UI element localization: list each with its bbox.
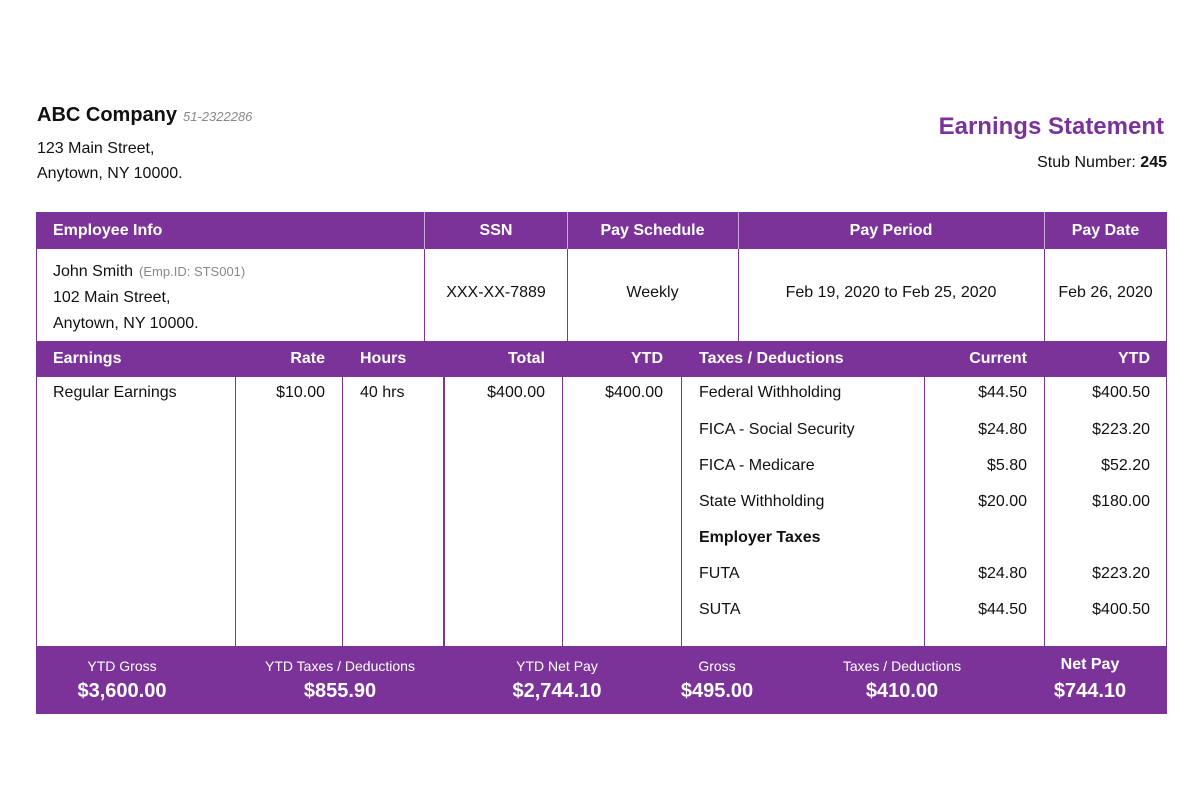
employer-taxes-heading: Employer Taxes (699, 529, 821, 546)
company-name: ABC Company 51-2322286 (37, 104, 252, 127)
earnings-total: $400.00 (487, 384, 545, 401)
stub-label: Stub Number: (1037, 154, 1136, 171)
summary-label: Taxes / Deductions (842, 658, 962, 674)
employee-name: John Smith (53, 263, 134, 280)
summary-label: YTD Taxes / Deductions (265, 658, 415, 674)
tax-label: SUTA (699, 601, 741, 618)
header-taxes-ytd: YTD (1118, 350, 1150, 367)
tax-ytd: $400.50 (1092, 384, 1150, 401)
summary-value: $2,744.10 (512, 680, 602, 702)
tax-label: State Withholding (699, 493, 825, 510)
earnings-ytd: $400.00 (605, 384, 663, 401)
employee-pay-schedule: Weekly (626, 284, 679, 301)
summary-value: $855.90 (303, 680, 377, 702)
header-pay-schedule: Pay Schedule (600, 222, 705, 239)
earnings-header-bar (36, 341, 1167, 377)
employee-details: John Smith (Emp.ID: STS001) 102 Main Stre… (53, 259, 245, 337)
tax-current: $44.50 (978, 601, 1027, 618)
header-rate: Rate (290, 350, 325, 367)
tax-label: FICA - Medicare (699, 457, 815, 474)
divider (1044, 341, 1045, 646)
company-address: 123 Main Street, Anytown, NY 10000. (37, 136, 183, 186)
header-pay-date: Pay Date (1071, 222, 1140, 239)
tax-label: FICA - Social Security (699, 421, 855, 438)
divider (424, 212, 425, 249)
tax-current: $24.80 (978, 565, 1027, 582)
summary-label: YTD Gross (87, 658, 157, 674)
divider (924, 341, 925, 646)
summary-bar (36, 646, 1167, 714)
header-taxes-deductions: Taxes / Deductions (699, 350, 844, 367)
tax-ytd: $180.00 (1092, 493, 1150, 510)
header-employee-info: Employee Info (53, 222, 163, 239)
tax-current: $5.80 (986, 457, 1027, 474)
divider (681, 341, 682, 646)
statement-title: Earnings Statement (938, 113, 1164, 140)
summary-value: $3,600.00 (77, 680, 167, 702)
company-name-text: ABC Company (37, 104, 178, 126)
divider (738, 249, 739, 341)
tax-current: $20.00 (978, 493, 1027, 510)
tax-ytd: $400.50 (1092, 601, 1150, 618)
header-pay-period: Pay Period (849, 222, 933, 239)
tax-label: FUTA (699, 565, 740, 582)
divider (1044, 249, 1045, 341)
employee-pay-date: Feb 26, 2020 (1058, 284, 1153, 301)
earnings-rate: $10.00 (276, 384, 325, 401)
employee-ssn: XXX-XX-7889 (446, 284, 546, 301)
employee-address-line2: Anytown, NY 10000. (53, 315, 199, 332)
stub-number: Stub Number: 245 (1037, 154, 1167, 172)
divider (562, 341, 563, 646)
summary-value: $410.00 (865, 680, 939, 702)
summary-value: $495.00 (680, 680, 754, 702)
info-header-bar (36, 212, 1167, 249)
earnings-hours: 40 hrs (360, 384, 405, 401)
divider (1044, 212, 1045, 249)
header-earnings: Earnings (53, 350, 122, 367)
employee-address-line1: 102 Main Street, (53, 289, 171, 306)
header-ssn: SSN (479, 222, 513, 239)
tax-ytd: $52.20 (1101, 457, 1150, 474)
company-address-line2: Anytown, NY 10000. (37, 165, 183, 182)
tax-current: $44.50 (978, 384, 1027, 401)
header-earnings-ytd: YTD (631, 350, 663, 367)
divider (342, 341, 343, 646)
earnings-label: Regular Earnings (53, 384, 177, 401)
divider (443, 341, 445, 646)
employee-pay-period: Feb 19, 2020 to Feb 25, 2020 (785, 284, 997, 301)
header-hours: Hours (360, 350, 407, 367)
header-current: Current (969, 350, 1027, 367)
summary-label: YTD Net Pay (516, 658, 598, 674)
header-total: Total (507, 350, 545, 367)
tax-ytd: $223.20 (1092, 565, 1150, 582)
tax-ytd: $223.20 (1092, 421, 1150, 438)
company-address-line1: 123 Main Street, (37, 140, 155, 157)
tax-label: Federal Withholding (699, 384, 842, 401)
summary-label-net-pay: Net Pay (1060, 656, 1120, 673)
summary-value-net-pay: $744.10 (1053, 680, 1127, 702)
stub-value: 245 (1140, 154, 1167, 171)
divider (567, 212, 568, 249)
divider (738, 212, 739, 249)
divider (235, 341, 236, 646)
company-ein: 51-2322286 (183, 109, 253, 124)
employee-id: (Emp.ID: STS001) (139, 264, 246, 279)
divider (424, 249, 425, 341)
divider (567, 249, 568, 341)
tax-current: $24.80 (978, 421, 1027, 438)
summary-label: Gross (698, 658, 736, 674)
